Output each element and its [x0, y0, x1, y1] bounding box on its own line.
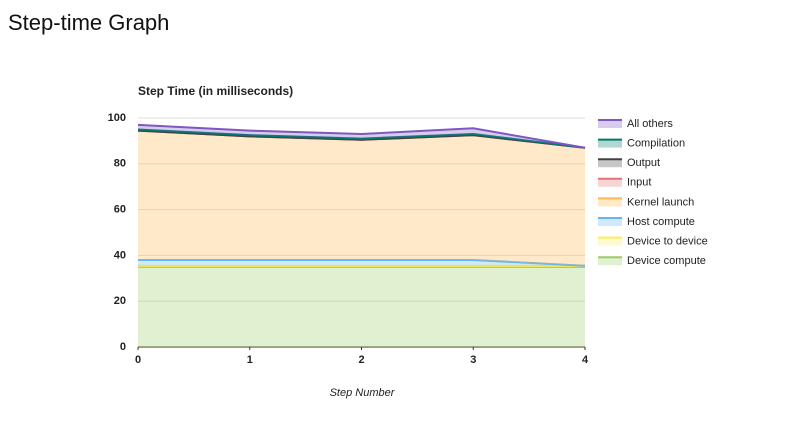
legend-label: Output [627, 157, 660, 169]
legend-swatch [598, 139, 622, 148]
x-tick-label: 1 [247, 354, 253, 366]
area [138, 259, 585, 266]
legend-swatch [598, 218, 622, 226]
legend-label: Kernel launch [627, 196, 694, 208]
area [138, 266, 585, 347]
legend-swatch [598, 178, 622, 187]
legend-label: Input [627, 177, 651, 189]
x-tick-label: 2 [358, 354, 364, 366]
x-tick-label: 0 [135, 354, 141, 366]
area-line [137, 128, 586, 149]
legend-swatch [598, 198, 622, 207]
legend-swatch [598, 257, 622, 266]
y-tick-label: 0 [120, 341, 126, 353]
legend-label: Host compute [627, 216, 695, 228]
legend-label: Device compute [627, 255, 706, 267]
y-tick-label: 60 [114, 204, 126, 216]
chart-title: Step Time (in milliseconds) [138, 84, 293, 98]
x-tick-label: 4 [582, 354, 589, 366]
page-title: Step-time Graph [8, 10, 170, 35]
area-line [137, 123, 586, 149]
legend-swatch [598, 237, 622, 246]
legend-swatch [598, 120, 622, 128]
x-axis-label: Step Number [330, 387, 396, 399]
x-tick-label: 3 [470, 354, 476, 366]
y-tick-label: 100 [108, 112, 126, 124]
area-line [138, 258, 586, 267]
area [138, 130, 585, 266]
legend-swatch [598, 159, 622, 168]
legend-label: Compilation [627, 138, 685, 150]
y-tick-label: 40 [114, 249, 126, 261]
legend-label: Device to device [627, 236, 708, 248]
y-tick-label: 80 [114, 158, 126, 170]
y-tick-label: 20 [114, 295, 126, 307]
legend-label: All others [627, 118, 673, 130]
